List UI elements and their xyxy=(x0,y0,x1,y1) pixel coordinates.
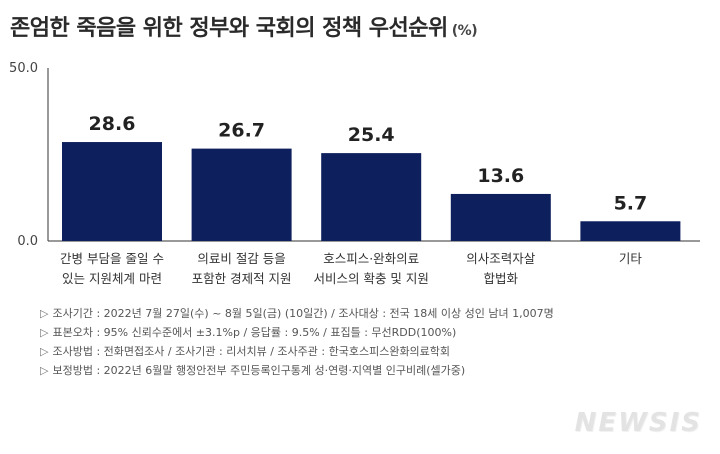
bar xyxy=(62,142,162,241)
bar-value-label: 5.7 xyxy=(614,192,648,214)
note-marker: ▷ xyxy=(40,326,49,339)
y-tick-label: 0.0 xyxy=(17,234,38,249)
survey-notes: ▷ 조사기간 : 2022년 7월 27일(수) ~ 8월 5일(금) (10일간… xyxy=(40,304,554,380)
x-tick-label-line: 서비스의 확충 및 지원 xyxy=(313,271,428,286)
chart-unit: (%) xyxy=(451,23,478,39)
note-line: ▷ 표본오차 : 95% 신뢰수준에서 ±3.1%p / 응답률 : 9.5% /… xyxy=(40,323,554,342)
bar xyxy=(580,221,681,241)
note-line: ▷ 조사방법 : 전화면접조사 / 조사기관 : 리서치뷰 / 조사주관 : 한국… xyxy=(40,342,554,361)
bar-value-label: 26.7 xyxy=(218,120,265,142)
chart-title: 존엄한 죽음을 위한 정부와 국회의 정책 우선순위 (%) xyxy=(10,10,478,42)
note-line: ▷ 보정방법 : 2022년 6월말 행정안전부 주민등록인구통계 성·연령·지역… xyxy=(40,361,554,380)
x-tick-label-line: 기타 xyxy=(619,251,643,266)
x-tick-label-line: 의사조력자살 xyxy=(466,251,536,266)
note-line: ▷ 조사기간 : 2022년 7월 27일(수) ~ 8월 5일(금) (10일간… xyxy=(40,304,554,323)
x-tick-label-line: 의료비 절감 등을 xyxy=(197,251,285,266)
x-tick-label-line: 합법화 xyxy=(484,271,519,286)
x-tick-label-line: 포함한 경제적 지원 xyxy=(192,271,292,286)
x-tick-label-line: 호스피스·완화의료 xyxy=(323,251,419,266)
x-tick-label: 기타 xyxy=(619,251,643,266)
bar xyxy=(450,193,551,241)
note-text: 조사기간 : 2022년 7월 27일(수) ~ 8월 5일(금) (10일간)… xyxy=(52,307,554,320)
x-tick-label-line: 간병 부담을 줄일 수 xyxy=(60,251,164,266)
note-marker: ▷ xyxy=(40,307,49,320)
note-marker: ▷ xyxy=(40,345,49,358)
x-tick-label-line: 있는 지원체계 마련 xyxy=(62,271,162,286)
note-marker: ▷ xyxy=(40,364,49,377)
newsis-watermark: NEWSIS xyxy=(574,408,702,438)
note-text: 표본오차 : 95% 신뢰수준에서 ±3.1%p / 응답률 : 9.5% / … xyxy=(52,326,457,339)
note-text: 조사방법 : 전화면접조사 / 조사기관 : 리서치뷰 / 조사주관 : 한국호… xyxy=(52,345,451,358)
bar-value-label: 25.4 xyxy=(348,124,395,146)
bar-value-label: 13.6 xyxy=(477,165,524,187)
chart-title-text: 존엄한 죽음을 위한 정부와 국회의 정책 우선순위 xyxy=(10,16,448,41)
bar xyxy=(191,148,292,241)
bar-value-label: 28.6 xyxy=(89,113,136,135)
y-tick-label: 50.0 xyxy=(9,61,38,76)
bar xyxy=(321,153,422,241)
note-text: 보정방법 : 2022년 6월말 행정안전부 주민등록인구통계 성·연령·지역별… xyxy=(52,364,466,377)
